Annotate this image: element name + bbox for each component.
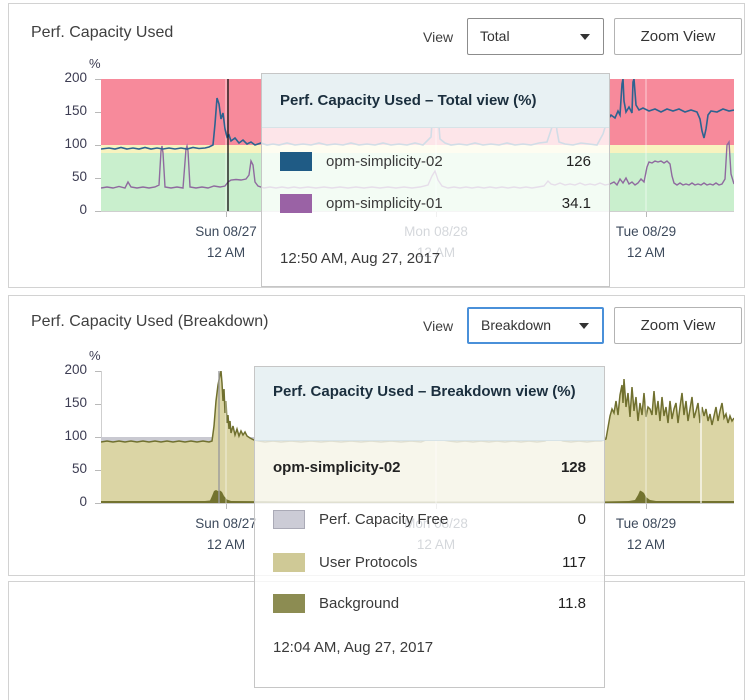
y-tick-label: 0 xyxy=(79,202,87,217)
y-tick xyxy=(95,404,101,405)
tooltip-title: Perf. Capacity Used – Breakdown view (%) xyxy=(255,367,604,441)
x-tick xyxy=(226,504,227,509)
series-label: opm-simplicity-02 xyxy=(326,152,443,170)
tooltip-row: Background 11.8 xyxy=(273,591,586,615)
y-tick-label: 100 xyxy=(64,136,87,151)
chevron-down-icon xyxy=(579,323,589,329)
y-tick-label: 150 xyxy=(64,103,87,118)
y-tick xyxy=(95,371,101,372)
y-tick-label: 100 xyxy=(64,428,87,443)
y-axis-unit: % xyxy=(89,348,101,363)
tooltip-timestamp: 12:50 AM, Aug 27, 2017 xyxy=(280,250,441,267)
view-label: View xyxy=(423,29,454,45)
tooltip-row: opm-simplicity-02 126 xyxy=(280,149,591,173)
y-tick-label: 50 xyxy=(71,461,87,476)
series-value: 0 xyxy=(577,510,586,528)
view-dropdown-total[interactable]: Total xyxy=(467,18,604,55)
view-label: View xyxy=(423,318,454,334)
y-tick xyxy=(95,145,101,146)
series-label: Perf. Capacity Free xyxy=(319,510,449,528)
panel-title: Perf. Capacity Used (Breakdown) xyxy=(31,313,269,330)
series-swatch-olive-icon xyxy=(273,593,305,613)
zoom-view-button[interactable]: Zoom View xyxy=(614,307,742,344)
series-swatch-purple-icon xyxy=(280,193,312,213)
tooltip-row: opm-simplicity-01 34.1 xyxy=(280,191,591,215)
view-dropdown-breakdown[interactable]: Breakdown xyxy=(467,307,604,344)
perf-capacity-used-panel: Perf. Capacity Used View Total Zoom View… xyxy=(8,3,745,288)
view-dropdown-value: Total xyxy=(480,28,510,44)
series-swatch-gray-icon xyxy=(273,509,305,529)
x-tick xyxy=(646,212,647,217)
y-axis-unit: % xyxy=(89,56,101,71)
series-value: 11.8 xyxy=(557,594,586,612)
series-label: Background xyxy=(319,594,400,612)
tooltip-row: Perf. Capacity Free 0 xyxy=(273,507,586,531)
y-tick xyxy=(95,178,101,179)
panel-title: Perf. Capacity Used xyxy=(31,24,174,41)
x-tick-label: Tue 08/29 12 AM xyxy=(615,224,677,260)
y-tick-label: 200 xyxy=(64,362,87,377)
tooltip-title: Perf. Capacity Used – Total view (%) xyxy=(262,74,609,128)
tooltip-row: User Protocols 117 xyxy=(273,550,586,574)
y-tick xyxy=(95,211,101,212)
x-tick xyxy=(646,504,647,509)
tooltip-timestamp: 12:04 AM, Aug 27, 2017 xyxy=(273,639,434,656)
y-tick xyxy=(95,112,101,113)
y-tick-label: 200 xyxy=(64,70,87,85)
total-view-tooltip: Perf. Capacity Used – Total view (%) opm… xyxy=(261,73,610,287)
x-tick-label: Tue 08/29 12 AM xyxy=(615,516,677,552)
chevron-down-icon xyxy=(580,34,590,40)
node-value: 128 xyxy=(560,458,586,476)
series-value: 117 xyxy=(562,553,586,571)
y-tick xyxy=(95,79,101,80)
x-tick-label: Sun 08/27 12 AM xyxy=(195,516,257,552)
tooltip-node-row: opm-simplicity-02 128 xyxy=(273,455,586,479)
node-label: opm-simplicity-02 xyxy=(273,458,401,476)
x-tick-label: Sun 08/27 12 AM xyxy=(195,224,257,260)
y-tick xyxy=(95,437,101,438)
series-label: opm-simplicity-01 xyxy=(326,194,443,212)
breakdown-view-tooltip: Perf. Capacity Used – Breakdown view (%)… xyxy=(254,366,605,688)
zoom-view-button[interactable]: Zoom View xyxy=(614,18,742,55)
series-swatch-khaki-icon xyxy=(273,552,305,572)
series-value: 34.1 xyxy=(561,194,591,212)
series-swatch-blue-icon xyxy=(280,151,312,171)
series-label: User Protocols xyxy=(319,553,418,571)
view-dropdown-value: Breakdown xyxy=(481,317,552,333)
y-tick xyxy=(95,503,101,504)
area-background xyxy=(101,490,734,503)
x-tick xyxy=(226,212,227,217)
series-value: 126 xyxy=(565,152,591,170)
y-tick-label: 150 xyxy=(64,395,87,410)
y-tick-label: 0 xyxy=(79,494,87,509)
y-tick xyxy=(95,470,101,471)
y-tick-label: 50 xyxy=(71,169,87,184)
